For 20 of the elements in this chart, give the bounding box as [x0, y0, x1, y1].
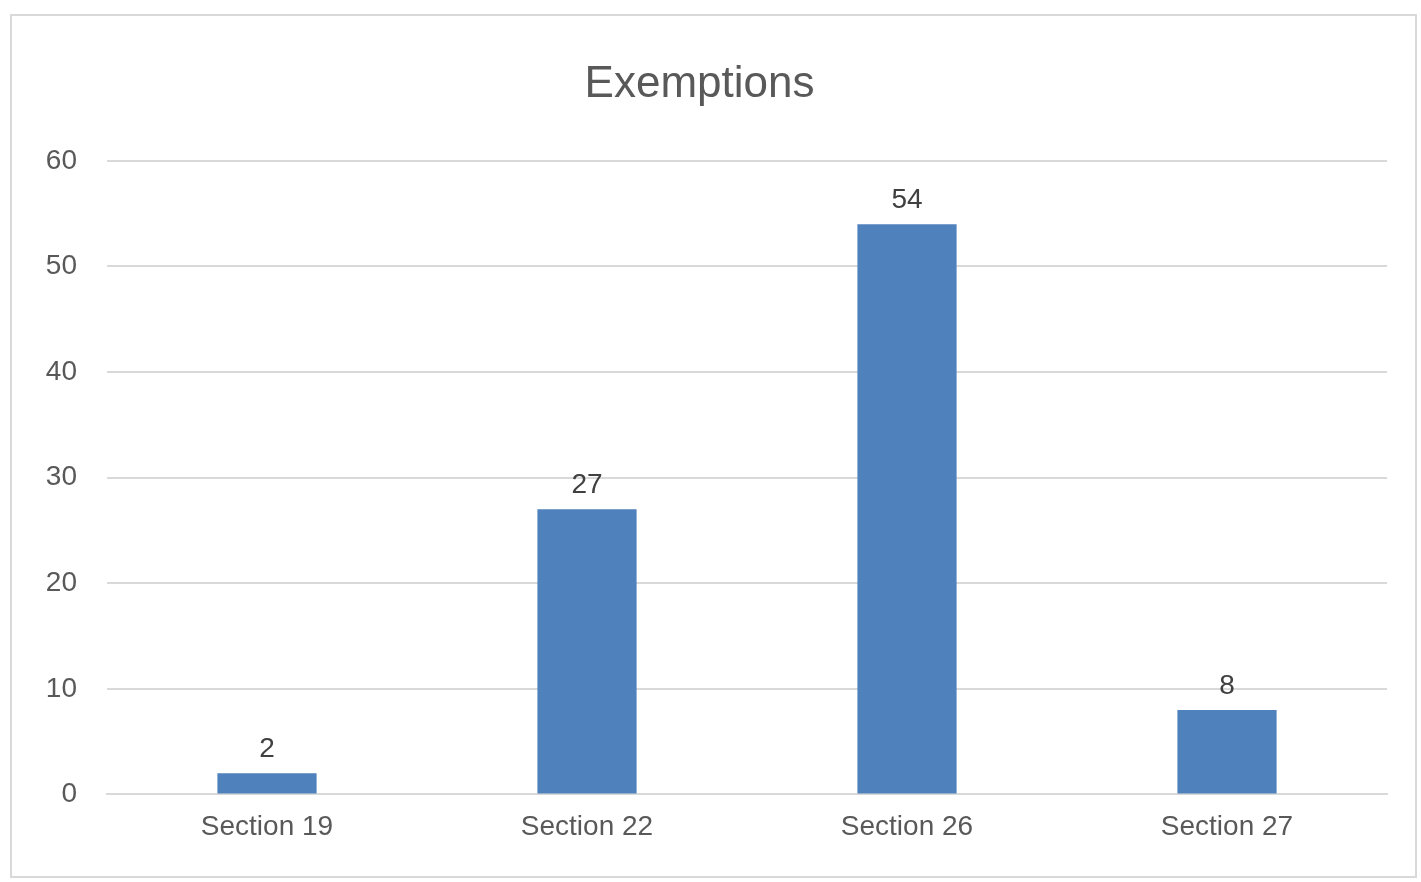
x-tick-label: Section 22: [520, 809, 654, 841]
bar: [1177, 709, 1277, 794]
y-tick-label: 60: [45, 143, 77, 175]
data-label: 54: [891, 182, 923, 214]
y-tick-label: 10: [45, 671, 77, 703]
bar: [537, 509, 637, 794]
x-tick-label: Section 19: [200, 809, 334, 841]
bar: [217, 773, 317, 794]
bar: [857, 224, 957, 794]
data-label: 8: [1219, 668, 1235, 700]
y-tick-label: 50: [45, 249, 77, 281]
data-label: 2: [259, 732, 275, 763]
x-tick-label: Section 27: [1160, 809, 1294, 841]
y-tick-label: 20: [45, 565, 77, 597]
y-tick-label: 0: [61, 777, 77, 809]
y-tick-label: 30: [45, 460, 77, 492]
chart-title: Exemptions: [584, 56, 815, 106]
y-tick-label: 40: [45, 354, 77, 386]
x-tick-label: Section 26: [840, 809, 974, 841]
data-label: 27: [571, 468, 603, 499]
